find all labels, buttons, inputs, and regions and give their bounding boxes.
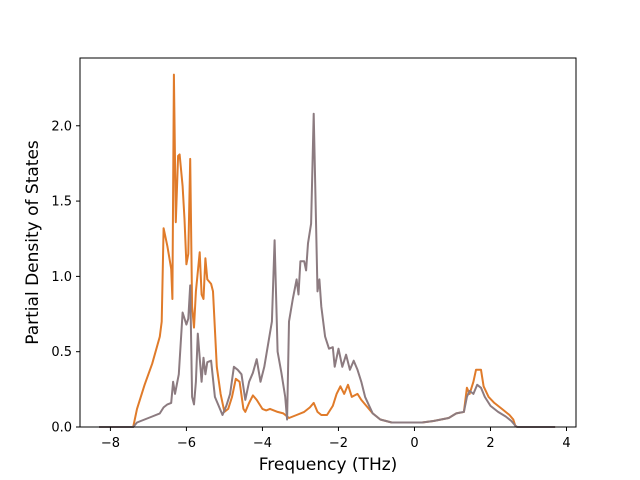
y-axis: 0.0 0.5 1.0 1.5 2.0 — [51, 119, 80, 436]
x-tick-label: −6 — [177, 436, 196, 451]
x-tick-label: −4 — [253, 436, 272, 451]
x-tick-label: 2 — [486, 436, 494, 451]
x-tick-label: −2 — [329, 436, 348, 451]
x-tick-label: −8 — [101, 436, 120, 451]
y-tick-label: 1.0 — [51, 270, 72, 285]
axes-frame — [79, 57, 577, 428]
y-tick-label: 1.5 — [51, 195, 72, 210]
x-axis-label: Frequency (THz) — [259, 455, 398, 475]
y-tick-label: 2.0 — [51, 119, 72, 134]
series-line-1 — [99, 73, 556, 428]
series-layer — [99, 73, 556, 428]
y-tick-label: 0.0 — [51, 421, 72, 436]
x-tick-label: 4 — [562, 436, 570, 451]
x-axis: −8 −6 −4 −2 0 2 4 — [101, 427, 571, 451]
y-tick-label: 0.5 — [51, 345, 72, 360]
x-tick-label: 0 — [410, 436, 418, 451]
y-axis-label: Partial Density of States — [23, 140, 43, 345]
series-line-2 — [99, 112, 556, 428]
